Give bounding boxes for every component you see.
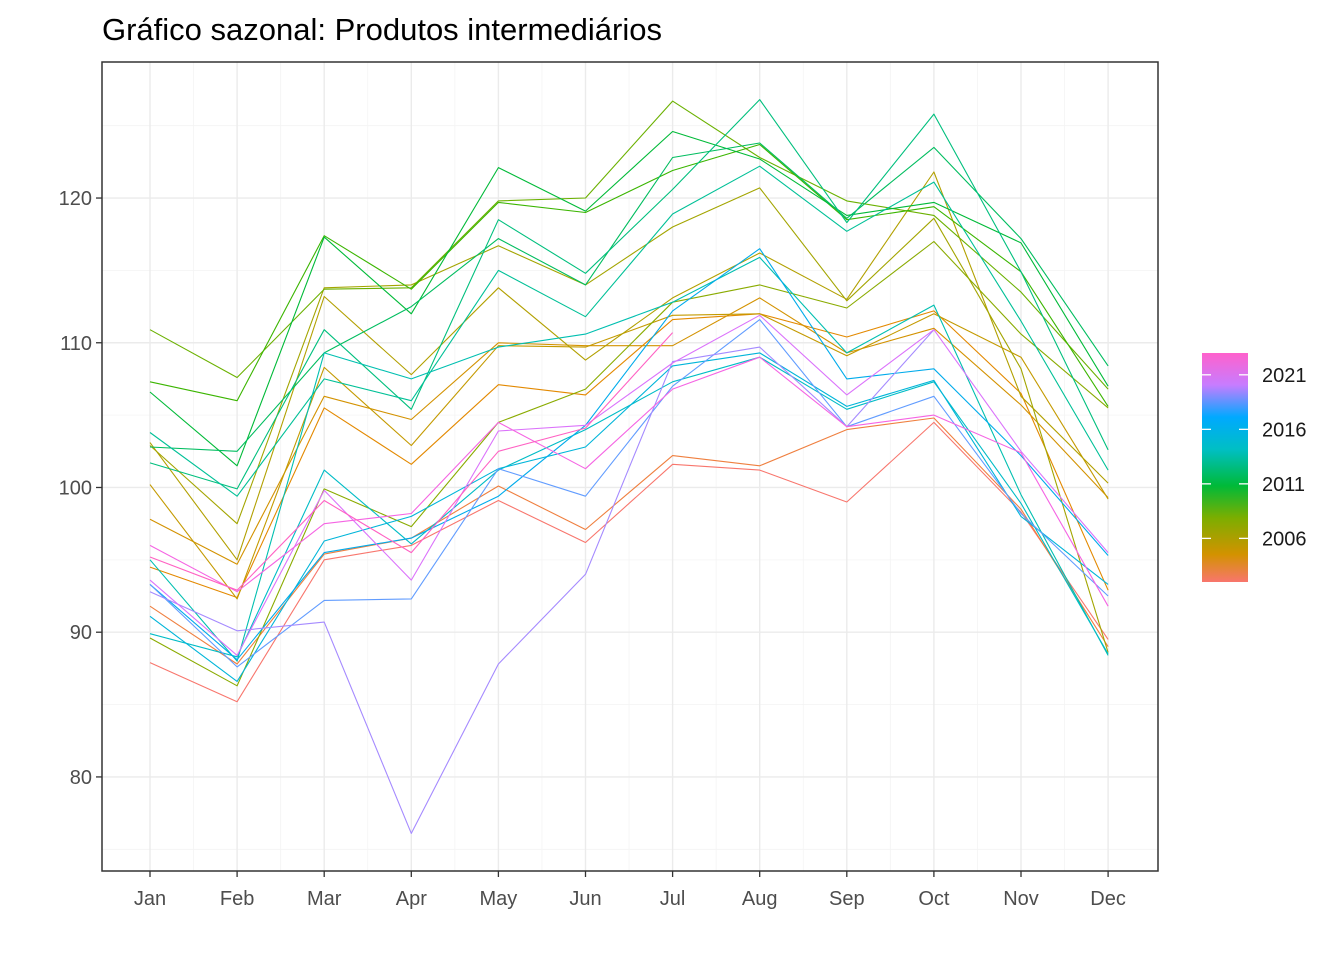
- x-tick-label: Jun: [569, 888, 601, 910]
- series-line-2014: [149, 99, 1109, 490]
- series-line-2019: [149, 248, 1109, 661]
- x-tick-label: Oct: [918, 888, 950, 910]
- y-axis: 80 90 100 110 120: [59, 188, 102, 789]
- plot-panel-border: [101, 61, 1159, 872]
- y-tick-label: 100: [59, 477, 92, 499]
- legend-label: 2011: [1262, 474, 1305, 496]
- series-line-2011: [149, 143, 1109, 407]
- series-lines: [149, 99, 1109, 834]
- y-tick-label: 120: [59, 188, 92, 210]
- series-line-2021: [149, 329, 935, 834]
- series-line-2015: [149, 165, 1109, 497]
- x-axis: Jan Feb Mar Apr May Jun Jul Aug Sep Oct Nov Dec: [134, 871, 1126, 910]
- series-line-2020: [149, 319, 1109, 668]
- series-line-2018: [149, 352, 1109, 682]
- legend-colorbar: [1202, 353, 1248, 582]
- series-line-2013: [149, 142, 1109, 452]
- legend-ticks: 2021 2016 2011 2006: [1202, 365, 1307, 550]
- series-line-2004: [149, 310, 1109, 599]
- color-legend: 2021 2016 2011 2006: [1202, 353, 1307, 582]
- x-tick-label: Sep: [829, 888, 865, 910]
- x-tick-label: Dec: [1090, 888, 1126, 910]
- x-tick-label: Feb: [220, 888, 254, 910]
- series-line-2012: [149, 130, 1109, 467]
- x-tick-label: Mar: [307, 888, 342, 910]
- x-tick-label: Apr: [396, 888, 427, 910]
- x-tick-label: Nov: [1003, 888, 1039, 910]
- x-tick-label: Aug: [742, 888, 778, 910]
- y-tick-label: 90: [70, 622, 92, 644]
- legend-label: 2006: [1262, 528, 1307, 550]
- series-line-2016: [149, 256, 1109, 662]
- series-line-2009: [149, 240, 1109, 687]
- y-tick-label: 80: [70, 767, 92, 789]
- legend-label: 2016: [1262, 419, 1307, 441]
- series-line-2003: [149, 417, 1109, 665]
- series-line-2024: [149, 332, 674, 591]
- legend-label: 2021: [1262, 365, 1307, 387]
- y-tick-label: 110: [60, 333, 92, 355]
- x-tick-label: Jan: [134, 888, 166, 910]
- x-tick-label: May: [480, 888, 518, 910]
- series-line-2002: [149, 421, 1109, 703]
- series-line-2022: [149, 314, 1109, 656]
- series-line-2010: [149, 100, 1109, 390]
- series-line-2023: [149, 356, 1109, 607]
- x-tick-label: Jul: [660, 888, 686, 910]
- chart-title: Gráfico sazonal: Produtos intermediários: [102, 12, 662, 47]
- series-line-2008: [149, 187, 1109, 653]
